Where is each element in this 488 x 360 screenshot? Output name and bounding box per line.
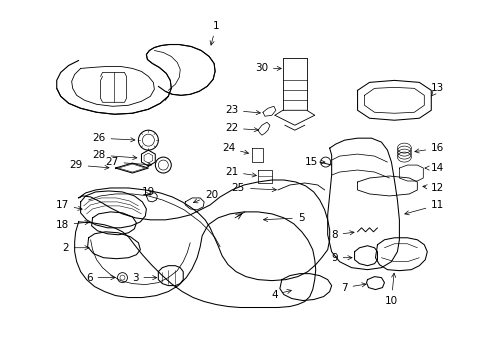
Text: 9: 9	[330, 253, 351, 263]
Text: 10: 10	[384, 273, 397, 306]
Text: 15: 15	[304, 157, 324, 167]
Text: 4: 4	[271, 289, 291, 300]
Text: 2: 2	[62, 243, 89, 253]
Text: 30: 30	[254, 63, 281, 73]
Text: 12: 12	[422, 183, 444, 193]
Text: 20: 20	[193, 190, 218, 203]
Text: 26: 26	[92, 133, 135, 143]
Text: 13: 13	[430, 84, 444, 96]
Text: 21: 21	[224, 167, 256, 177]
Text: 11: 11	[404, 200, 444, 215]
Text: 24: 24	[222, 143, 248, 154]
Text: 17: 17	[55, 200, 82, 210]
Text: 19: 19	[142, 187, 155, 197]
Text: 3: 3	[132, 273, 157, 283]
Text: 5: 5	[263, 213, 304, 223]
Text: 16: 16	[414, 143, 444, 153]
Text: 22: 22	[224, 123, 258, 133]
Text: 18: 18	[55, 220, 89, 230]
Text: 8: 8	[330, 230, 353, 240]
Text: 27: 27	[105, 157, 151, 167]
Text: 6: 6	[86, 273, 115, 283]
Text: 7: 7	[340, 283, 365, 293]
Text: 25: 25	[231, 183, 276, 193]
Text: 14: 14	[424, 163, 444, 173]
Text: 1: 1	[210, 21, 219, 45]
Text: 23: 23	[224, 105, 260, 115]
Text: 29: 29	[69, 160, 109, 170]
Text: 28: 28	[92, 150, 137, 160]
